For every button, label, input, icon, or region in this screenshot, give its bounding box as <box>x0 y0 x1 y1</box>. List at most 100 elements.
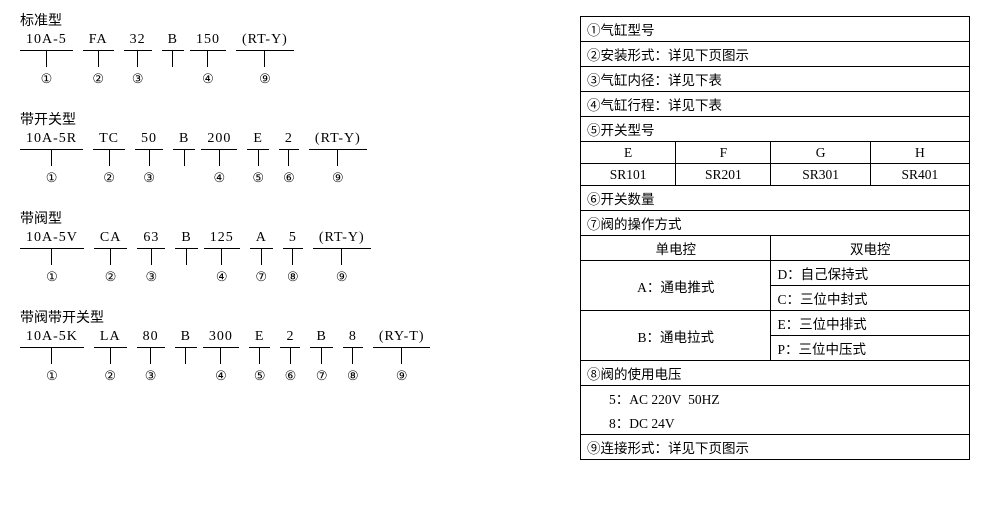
switch-val-1: SR201 <box>676 164 771 186</box>
code-segment: TC② <box>93 131 125 186</box>
segment-text: 50 <box>135 131 163 150</box>
segment-index: ④ <box>202 71 214 87</box>
segment-text: 2 <box>280 329 300 348</box>
variant-title: 带阀带开关型 <box>20 307 580 327</box>
code-segment: 300④ <box>203 329 239 384</box>
segment-text: 150 <box>190 32 226 51</box>
segment-stem <box>321 348 322 364</box>
code-segment: FA② <box>83 32 114 87</box>
op-single-header: 单电控 <box>581 236 771 261</box>
segment-stem <box>352 348 353 364</box>
segment-text: LA <box>94 329 127 348</box>
segment-index: ⑦ <box>316 368 328 384</box>
segment-stem <box>258 150 259 166</box>
segment-stem <box>51 348 52 364</box>
segment-text: 32 <box>124 32 152 51</box>
segment-text: 8 <box>343 329 363 348</box>
segment-stem <box>259 348 260 364</box>
code-segment: A⑦ <box>250 230 273 285</box>
segment-index: ⑨ <box>336 269 348 285</box>
segment-text: E <box>249 329 271 348</box>
segment-stem <box>109 150 110 166</box>
segment-text: 10A-5V <box>20 230 84 249</box>
ref-row-8b: 8：DC 24V <box>581 410 970 435</box>
segment-index: ⑥ <box>285 368 297 384</box>
code-line: 10A-5①FA②32③B 150④(RT-Y)⑨ <box>20 32 580 87</box>
segment-index: ④ <box>215 368 227 384</box>
segment-stem <box>185 348 186 364</box>
segment-text: B <box>173 131 195 150</box>
ref-row-8a: 5：AC 220V 50HZ <box>581 386 970 411</box>
switch-col-H: H <box>870 142 969 164</box>
code-segment: B <box>173 131 195 186</box>
segment-index: ⑤ <box>254 368 266 384</box>
segment-index: ② <box>103 170 115 186</box>
segment-text: 10A-5 <box>20 32 73 51</box>
segment-index: ⑨ <box>332 170 344 186</box>
switch-col-F: F <box>676 142 771 164</box>
segment-stem <box>184 150 185 166</box>
segment-stem <box>219 150 220 166</box>
segment-index: ① <box>46 170 58 186</box>
variant-title: 带阀型 <box>20 208 580 228</box>
variant-3: 带阀带开关型10A-5K①LA②80③B 300④E⑤2⑥B⑦8⑧(RY-T)⑨ <box>20 307 580 384</box>
code-line: 10A-5K①LA②80③B 300④E⑤2⑥B⑦8⑧(RY-T)⑨ <box>20 329 580 384</box>
segment-text: 5 <box>283 230 303 249</box>
ref-row-1: ①气缸型号 <box>581 17 970 42</box>
code-segment: B <box>175 329 197 384</box>
segment-index <box>183 170 186 186</box>
segment-index: ② <box>105 269 117 285</box>
code-segment: B <box>175 230 197 285</box>
code-segment: LA ② <box>94 329 127 384</box>
op-D: D：自己保持式 <box>771 261 970 286</box>
code-segment: 2⑥ <box>280 329 300 384</box>
segment-index: ③ <box>146 269 158 285</box>
switch-val-3: SR401 <box>870 164 969 186</box>
code-segment: (RT-Y)⑨ <box>236 32 294 87</box>
segment-stem <box>292 249 293 265</box>
switch-val-2: SR301 <box>771 164 870 186</box>
code-segment: CA ② <box>94 230 127 285</box>
code-segment: 150 ④ <box>190 32 226 87</box>
segment-stem <box>220 348 221 364</box>
segment-index: ⑨ <box>396 368 408 384</box>
code-segment: 10A-5K① <box>20 329 84 384</box>
op-A: A：通电推式 <box>581 261 771 311</box>
code-segment: 125④ <box>204 230 240 285</box>
segment-stem <box>46 51 47 67</box>
segment-index: ① <box>46 269 58 285</box>
segment-text: 125 <box>204 230 240 249</box>
segment-stem <box>337 150 338 166</box>
variant-title: 带开关型 <box>20 109 580 129</box>
code-segment: 10A-5R ① <box>20 131 83 186</box>
segment-index: ③ <box>145 368 157 384</box>
segment-index <box>184 368 187 384</box>
op-C: C：三位中封式 <box>771 286 970 311</box>
reference-table: ①气缸型号 ②安装形式：详见下页图示 ③气缸内径：详见下表 ④气缸行程：详见下表… <box>580 16 970 460</box>
segment-index: ② <box>104 368 116 384</box>
segment-text: (RT-Y) <box>313 230 371 249</box>
variant-1: 带开关型10A-5R①TC②50③B 200④E⑤2⑥(RT-Y)⑨ <box>20 109 580 186</box>
segment-text: B <box>175 230 197 249</box>
ref-row-8: ⑧阀的使用电压 <box>581 361 970 386</box>
code-segment: E⑤ <box>249 329 271 384</box>
segment-index <box>171 71 174 87</box>
variant-2: 带阀型10A-5V①CA②63③B 125④A⑦5⑧(RT-Y)⑨ <box>20 208 580 285</box>
segment-index: ⑨ <box>259 71 271 87</box>
segment-text: 10A-5R <box>20 131 83 150</box>
segment-index: ③ <box>143 170 155 186</box>
code-segment: 8⑧ <box>343 329 363 384</box>
segment-text: (RY-T) <box>373 329 431 348</box>
segment-stem <box>110 348 111 364</box>
segment-text: A <box>250 230 273 249</box>
segment-text: (RT-Y) <box>309 131 367 150</box>
op-B: B：通电拉式 <box>581 311 771 361</box>
code-segment: (RY-T) ⑨ <box>373 329 431 384</box>
code-segment: B <box>162 32 184 87</box>
segment-text: CA <box>94 230 127 249</box>
segment-stem <box>151 249 152 265</box>
code-line: 10A-5R①TC②50③B 200④E⑤2⑥(RT-Y)⑨ <box>20 131 580 186</box>
segment-stem <box>51 150 52 166</box>
segment-index: ② <box>92 71 104 87</box>
segment-index: ⑧ <box>347 368 359 384</box>
